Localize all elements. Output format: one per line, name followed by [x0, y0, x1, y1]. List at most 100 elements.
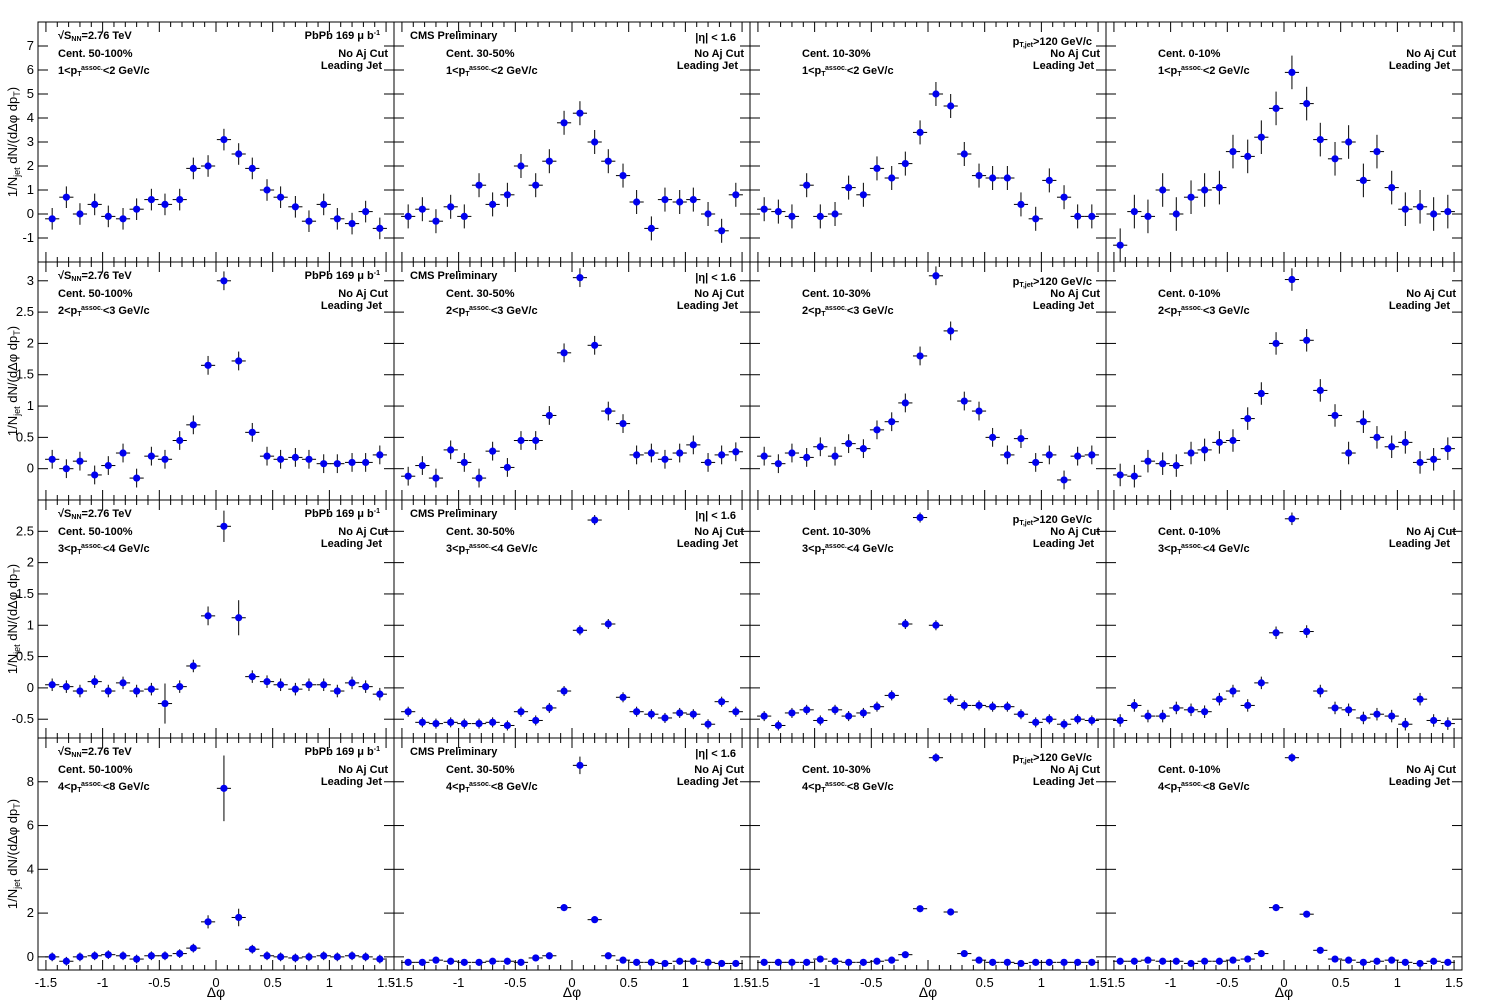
ptjet-label-part: >120 GeV/c — [1033, 276, 1092, 288]
data-point — [1130, 208, 1138, 216]
data-point — [1201, 708, 1209, 716]
data-point — [619, 956, 627, 964]
data-point — [1201, 957, 1209, 965]
y-tick-label: 3 — [27, 273, 34, 288]
data-point — [220, 784, 228, 792]
data-point — [689, 710, 697, 718]
data-point — [947, 695, 955, 703]
y-axis-label-part: dN/(dΔφ dp — [5, 809, 20, 880]
y-axis-label-part: dN/(dΔφ dp — [5, 97, 20, 168]
data-point — [901, 399, 909, 407]
data-point — [576, 109, 584, 117]
panel-r0-c0: -1 0 1 2 3 4 5 6 7 — [22, 21, 395, 263]
energy-label-part: √ — [58, 30, 65, 42]
data-point — [503, 463, 511, 472]
x-axis-label: Δφ — [563, 984, 581, 1000]
data-point — [1303, 627, 1311, 636]
pt-bin-label: 3<pTassoc.<4 GeV/c — [802, 543, 894, 556]
pt-bin-label-part: <8 GeV/c — [491, 781, 538, 793]
data-point — [263, 952, 271, 960]
data-point — [975, 956, 983, 964]
x-tick-label: 1 — [1038, 975, 1045, 990]
data-point — [1316, 136, 1324, 144]
energy-label-part: =2.76 TeV — [82, 508, 133, 520]
data-point — [1272, 904, 1280, 912]
pt-bin-label-part: T — [1177, 787, 1182, 794]
x-tick-label: -1 — [97, 975, 109, 990]
data-point — [161, 952, 169, 960]
data-point — [104, 212, 112, 220]
pt-bin-label-part: T — [821, 71, 826, 78]
data-point — [661, 959, 669, 968]
pt-bin-label-part: <2 GeV/c — [1203, 65, 1250, 77]
x-tick-label: 1.5 — [1089, 975, 1107, 990]
pt-bin-label: 1<pTassoc.<2 GeV/c — [1158, 65, 1250, 78]
data-point — [888, 691, 896, 700]
data-point — [503, 957, 511, 965]
ptjet-label: pT,jet>120 GeV/c — [1013, 514, 1092, 527]
noaj-label: No Aj Cut — [338, 764, 388, 776]
centrality-label: Cent. 0-10% — [1158, 764, 1221, 776]
data-point — [204, 612, 212, 620]
data-point — [418, 718, 426, 726]
y-tick-label: 1.5 — [16, 586, 34, 601]
data-point — [704, 210, 712, 218]
x-axis-label: Δφ — [919, 984, 937, 1000]
data-point — [76, 687, 84, 695]
data-point — [1060, 958, 1068, 966]
data-point — [591, 138, 599, 146]
data-point — [119, 449, 127, 457]
data-point — [1172, 704, 1180, 712]
ptjet-label-part: p — [1013, 36, 1020, 48]
data-point — [1060, 720, 1068, 728]
eta-label: |η| < 1.6 — [695, 510, 736, 522]
pt-bin-label-part: 3<p — [58, 543, 78, 555]
leading-jet-label: Leading Jet — [321, 538, 382, 550]
data-point — [161, 200, 169, 208]
data-point — [376, 955, 384, 963]
centrality-label: Cent. 10-30% — [802, 48, 871, 60]
x-tick-label: -0.5 — [504, 975, 526, 990]
data-point — [1229, 148, 1237, 156]
data-point — [489, 957, 497, 965]
lumi-label-part: -1 — [374, 30, 380, 37]
data-point — [788, 449, 796, 457]
y-tick-label: 8 — [27, 774, 34, 789]
centrality-label: Cent. 50-100% — [58, 764, 133, 776]
data-point — [1130, 957, 1138, 965]
data-point — [475, 474, 483, 482]
ptjet-label-part: T,jet — [1019, 520, 1033, 527]
data-point — [133, 687, 141, 695]
eta-label: |η| < 1.6 — [695, 272, 736, 284]
lumi-label: PbPb 169 μ b-1 — [305, 270, 380, 282]
data-point — [576, 626, 584, 634]
data-point — [291, 954, 299, 962]
data-point — [788, 958, 796, 966]
y-tick-label: 6 — [27, 62, 34, 77]
data-point — [704, 458, 712, 467]
data-point — [1144, 712, 1152, 720]
energy-label-part: NN — [71, 752, 81, 759]
data-point — [1444, 445, 1452, 453]
x-axis-label: Δφ — [207, 984, 225, 1000]
centrality-label: Cent. 0-10% — [1158, 48, 1221, 60]
data-point — [1331, 411, 1339, 420]
data-point — [189, 662, 197, 670]
data-point — [1303, 336, 1311, 344]
data-point — [291, 453, 299, 462]
pt-bin-label-part: assoc. — [825, 543, 847, 550]
lumi-label-part: -1 — [374, 270, 380, 277]
pt-bin-label: 2<pTassoc.<3 GeV/c — [802, 305, 894, 318]
data-point — [932, 621, 940, 629]
data-point — [1373, 148, 1381, 156]
data-point — [989, 174, 997, 182]
y-axis-label-part: jet — [12, 879, 22, 890]
x-tick-label: 0 — [568, 975, 575, 990]
y-tick-label: 0 — [27, 461, 34, 476]
data-point — [320, 952, 328, 960]
cms-label: CMS Preliminary — [410, 508, 498, 520]
data-point — [1416, 458, 1424, 467]
data-point — [147, 196, 155, 204]
data-point — [732, 448, 740, 456]
data-point — [376, 451, 384, 459]
